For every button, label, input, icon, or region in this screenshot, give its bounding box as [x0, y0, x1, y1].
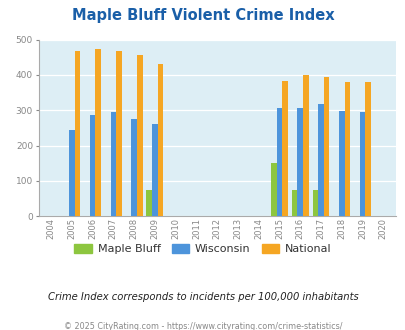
Bar [110, 112, 116, 216]
Bar [152, 124, 157, 216]
Bar [364, 82, 370, 216]
Text: Crime Index corresponds to incidents per 100,000 inhabitants: Crime Index corresponds to incidents per… [47, 292, 358, 302]
Bar [95, 49, 101, 216]
Bar [297, 108, 303, 216]
Bar [116, 51, 121, 216]
Bar [318, 104, 323, 216]
Bar [136, 55, 142, 216]
Bar [157, 64, 163, 216]
Bar [276, 108, 281, 216]
Legend: Maple Bluff, Wisconsin, National: Maple Bluff, Wisconsin, National [70, 239, 335, 258]
Bar [281, 81, 287, 216]
Bar [90, 115, 95, 216]
Bar [271, 163, 276, 216]
Bar [291, 190, 297, 216]
Text: © 2025 CityRating.com - https://www.cityrating.com/crime-statistics/: © 2025 CityRating.com - https://www.city… [64, 322, 341, 330]
Bar [131, 119, 136, 216]
Bar [338, 111, 344, 216]
Bar [359, 112, 364, 216]
Bar [69, 130, 75, 216]
Bar [303, 75, 308, 216]
Bar [323, 77, 329, 216]
Text: Maple Bluff Violent Crime Index: Maple Bluff Violent Crime Index [72, 8, 333, 23]
Bar [344, 82, 350, 216]
Bar [312, 190, 318, 216]
Bar [75, 50, 80, 216]
Bar [146, 190, 152, 216]
